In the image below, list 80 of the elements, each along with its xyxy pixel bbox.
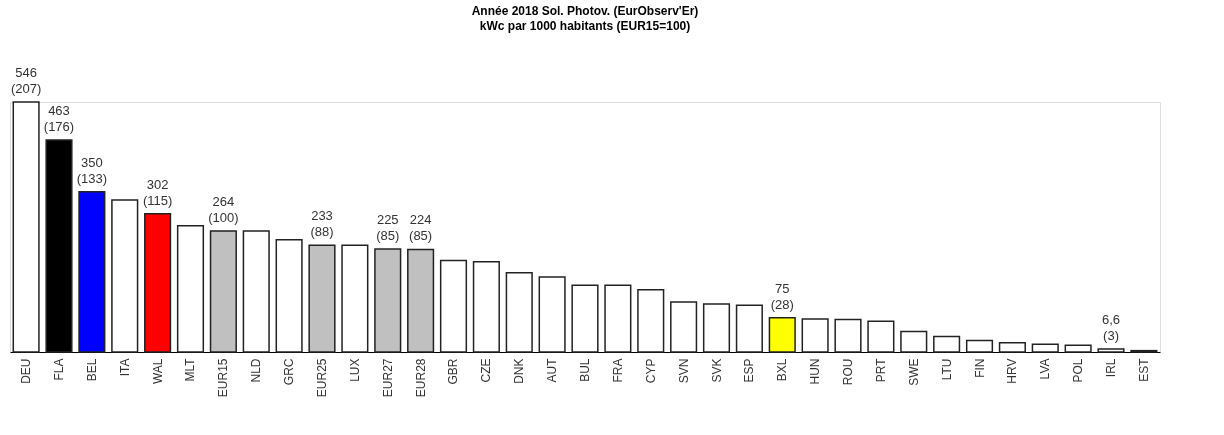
bar <box>965 339 994 353</box>
bar <box>1064 344 1092 353</box>
x-tick-label: PRT <box>873 357 888 383</box>
bar <box>768 316 796 353</box>
x-tick-label: EUR27 <box>380 358 395 398</box>
x-tick-label: AUT <box>545 357 560 383</box>
bar <box>78 190 106 353</box>
bar <box>933 335 961 353</box>
x-tick-label: BXL <box>775 358 790 382</box>
bar <box>538 276 566 353</box>
bar <box>834 318 862 353</box>
x-tick-label: EUR15 <box>216 358 231 398</box>
bar <box>176 224 205 353</box>
chart-title: Année 2018 Sol. Photov. (EurObserv'Er) <box>471 4 699 18</box>
x-tick-label: GBR <box>446 358 461 385</box>
bar <box>439 259 468 353</box>
x-tick-label: EUR25 <box>314 358 329 398</box>
x-tick-label: NLD <box>249 358 264 383</box>
x-tick-label: LTU <box>939 358 954 381</box>
data-label: 463 (176) <box>43 103 75 134</box>
x-tick-label: EST <box>1136 357 1151 382</box>
bar <box>1097 348 1125 353</box>
x-tick-label: ESP <box>742 358 757 383</box>
x-tick-label: SVK <box>709 358 724 383</box>
bar <box>505 272 533 353</box>
bar <box>275 239 303 353</box>
x-tick-label: CYP <box>643 358 658 384</box>
x-tick-label: EUR28 <box>413 358 428 398</box>
bar <box>637 288 665 353</box>
bar <box>670 301 698 353</box>
bar <box>341 244 369 353</box>
x-tick-label: HRV <box>1005 358 1020 384</box>
bar <box>571 284 599 353</box>
x-tick-label: DEU <box>19 358 34 384</box>
x-tick-label: CZE <box>479 358 494 383</box>
x-tick-label: POL <box>1071 358 1086 383</box>
x-tick-label: FLA <box>51 358 66 381</box>
bar <box>604 284 632 353</box>
x-tick-label: LVA <box>1038 358 1053 380</box>
data-label: 350 (133) <box>76 154 108 186</box>
data-label: 224 (85) <box>409 212 433 244</box>
bar <box>867 320 895 353</box>
bar <box>998 342 1026 353</box>
x-tick-label: ITA <box>117 358 132 377</box>
chart-subtitle: kWc par 1000 habitants (EUR15=100) <box>479 19 691 33</box>
bar <box>242 230 270 353</box>
x-tick-label: HUN <box>808 358 823 385</box>
bar <box>308 244 336 353</box>
x-tick-label: LUX <box>347 358 362 382</box>
x-tick-label: WAL <box>150 358 165 385</box>
x-tick-label: SWE <box>906 358 921 386</box>
x-tick-label: FRA <box>610 358 625 383</box>
data-label: 75 (28) <box>770 280 794 312</box>
bar <box>900 330 928 353</box>
bar <box>209 230 237 353</box>
bar <box>144 212 172 353</box>
x-tick-label: GRC <box>282 358 297 386</box>
x-tick-label: DNK <box>512 358 527 384</box>
x-tick-label: MLT <box>183 357 198 382</box>
x-tick-label: ROU <box>841 358 856 386</box>
bar <box>735 304 763 353</box>
x-tick-label: IRL <box>1104 358 1119 378</box>
data-label: 264 (100) <box>208 194 239 226</box>
bar <box>1031 343 1059 353</box>
bar <box>12 101 40 353</box>
data-label: 233 (88) <box>310 208 334 240</box>
data-label: 225 (85) <box>376 211 400 243</box>
bar <box>472 261 500 353</box>
data-label: 546 (207) <box>10 65 42 96</box>
x-tick-label: BUL <box>578 358 592 382</box>
x-tick-label: SVN <box>676 358 691 384</box>
bar <box>702 303 731 353</box>
x-tick-label: FIN <box>972 358 987 378</box>
data-label: 6,6 (3) <box>1101 311 1121 343</box>
x-tick-label: BEL <box>84 358 99 382</box>
data-label: 302 (115) <box>142 176 173 208</box>
bar <box>801 318 829 353</box>
bar <box>111 199 139 353</box>
bar <box>407 248 435 353</box>
bar <box>374 248 402 353</box>
